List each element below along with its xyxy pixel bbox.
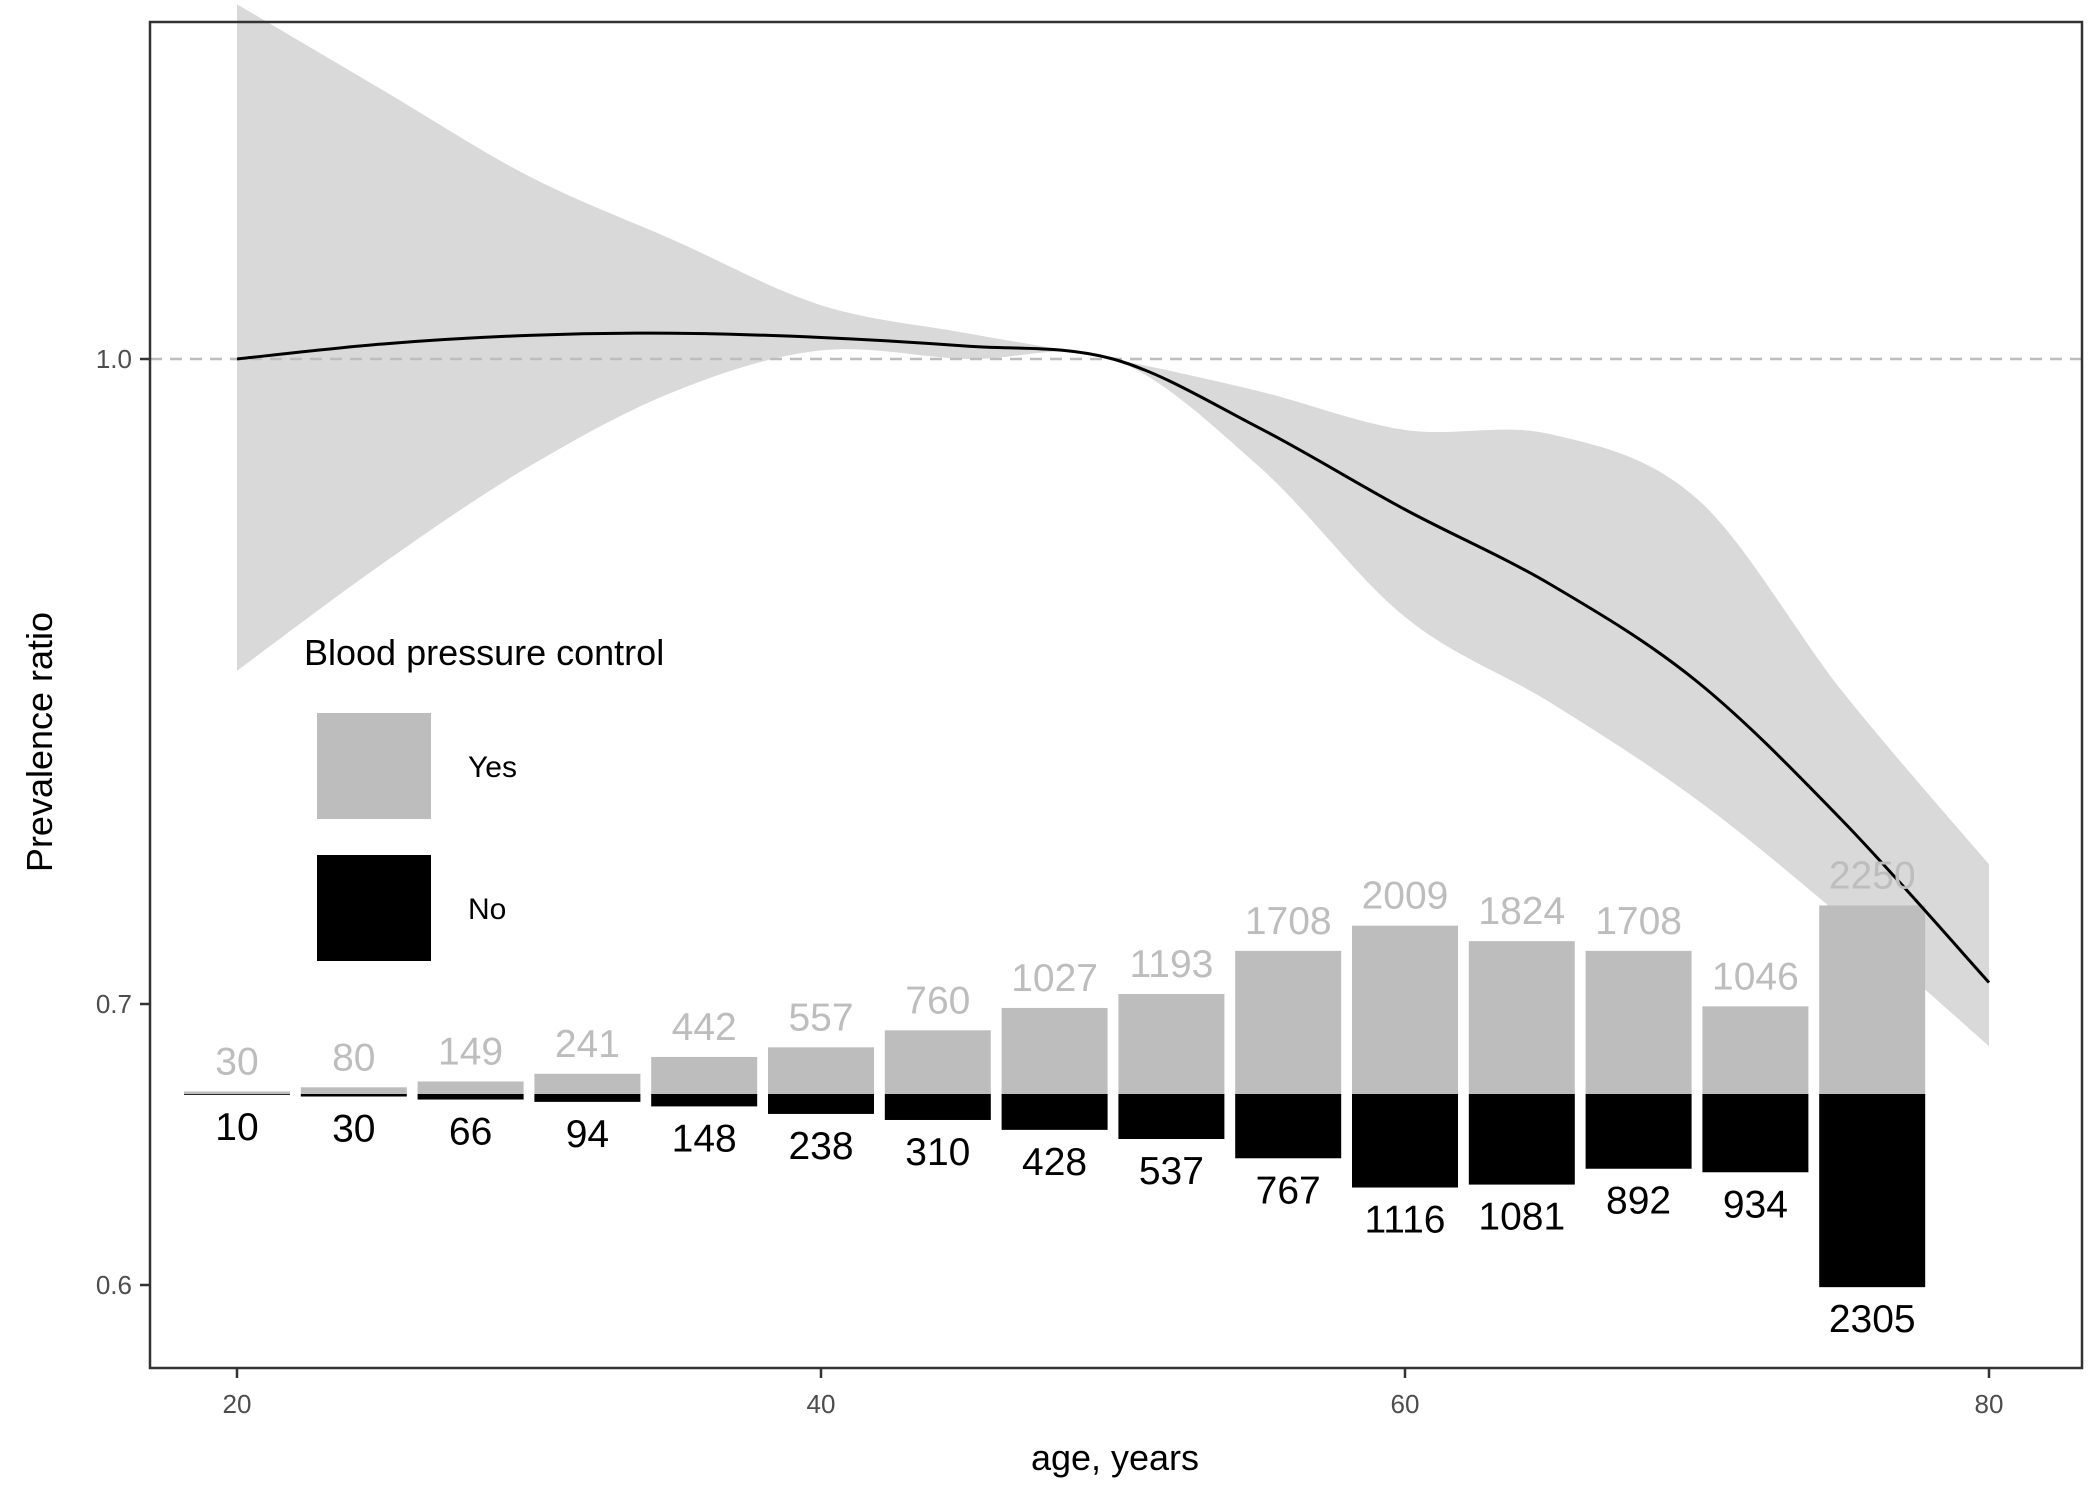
confidence-band [237, 4, 1989, 1047]
curve-line [236, 331, 1991, 984]
bar-label-no: 10 [215, 1106, 258, 1149]
bar-no [1118, 1094, 1225, 1140]
bar-label-no: 2305 [1829, 1298, 1916, 1341]
bar-no [417, 1094, 524, 1100]
bars-layer [184, 905, 1926, 1288]
bar-label-no: 537 [1139, 1150, 1204, 1193]
bar-label-yes: 557 [788, 996, 853, 1039]
axes-layer: 20 40 60 80 0.6 0.7 1.0 [96, 20, 2084, 1419]
bar-label-no: 934 [1723, 1183, 1788, 1226]
bar-no [1235, 1094, 1342, 1159]
bar-yes [300, 1087, 407, 1094]
bar-labels-layer: 30 10 80 30 149 66 241 94 442 148 557 238 760 310 1027… [215, 854, 1915, 1341]
bar-label-no: 892 [1606, 1180, 1671, 1223]
curve-layer [236, 331, 1991, 984]
bar-yes [417, 1081, 524, 1094]
bar-label-yes: 1027 [1011, 957, 1098, 1000]
bar-label-no: 767 [1256, 1169, 1321, 1212]
bar-no [1352, 1094, 1458, 1188]
bar-label-no: 66 [449, 1111, 492, 1154]
y-tick-label: 0.7 [96, 989, 132, 1019]
bar-label-yes: 241 [555, 1023, 620, 1066]
bar-label-no: 238 [788, 1125, 853, 1168]
bar-label-yes: 30 [215, 1040, 258, 1083]
bar-label-yes: 760 [905, 979, 970, 1022]
confidence-band-layer [237, 4, 1989, 1047]
x-tick-label: 80 [1975, 1389, 2004, 1419]
bar-yes [534, 1073, 641, 1094]
bar-yes [1235, 950, 1342, 1094]
bar-yes [1352, 925, 1458, 1094]
legend-no-label: No [468, 893, 506, 926]
bar-label-no: 148 [672, 1117, 737, 1160]
bar-label-no: 310 [905, 1131, 970, 1174]
x-tick-label: 40 [807, 1389, 836, 1419]
bar-label-yes: 1708 [1245, 900, 1332, 943]
bar-label-no: 1081 [1478, 1196, 1565, 1239]
legend-yes-label: Yes [468, 751, 517, 784]
bar-yes [651, 1056, 758, 1094]
bar-yes [1468, 941, 1575, 1094]
bar-yes [1001, 1007, 1108, 1094]
bar-no [534, 1094, 641, 1102]
bar-yes [184, 1091, 290, 1094]
legend-title: Blood pressure control [304, 632, 664, 673]
bar-label-yes: 2250 [1829, 854, 1916, 897]
legend-yes-swatch [317, 713, 431, 819]
bar-label-yes: 442 [672, 1006, 737, 1049]
bar-yes [1702, 1006, 1809, 1094]
bar-label-yes: 1708 [1595, 900, 1682, 943]
bar-no [300, 1094, 407, 1097]
bar-no [1001, 1094, 1108, 1130]
bar-yes [1819, 905, 1926, 1094]
bar-no [768, 1094, 874, 1114]
y-tick-label: 0.6 [96, 1270, 132, 1300]
bar-label-yes: 1046 [1712, 955, 1799, 998]
bar-yes [768, 1047, 874, 1094]
legend: Blood pressure control Yes No [304, 632, 664, 961]
bar-label-yes: 1824 [1478, 890, 1565, 933]
bar-yes [884, 1030, 991, 1094]
y-tick-label: 1.0 [96, 344, 132, 374]
x-tick-label: 20 [223, 1389, 252, 1419]
bar-label-no: 94 [566, 1113, 609, 1156]
bar-no [651, 1094, 758, 1107]
bar-no [1702, 1094, 1809, 1173]
bar-label-no: 30 [332, 1108, 375, 1151]
x-tick-label: 60 [1391, 1389, 1420, 1419]
bar-label-yes: 149 [438, 1031, 503, 1074]
bar-no [184, 1094, 290, 1095]
bar-label-yes: 1193 [1129, 943, 1213, 986]
panel-border [148, 20, 2084, 1370]
x-axis-title: age, years [1031, 1437, 1199, 1478]
bar-label-yes: 80 [332, 1036, 375, 1079]
bar-label-no: 1116 [1365, 1199, 1446, 1242]
bar-yes [1585, 950, 1692, 1094]
bar-no [1585, 1094, 1692, 1169]
bar-no [1819, 1094, 1926, 1288]
bar-no [1468, 1094, 1575, 1185]
bar-no [884, 1094, 991, 1120]
legend-no-swatch [317, 855, 431, 961]
bar-label-yes: 2009 [1362, 875, 1449, 918]
y-axis-title: Prevalence ratio [19, 612, 60, 872]
bar-label-no: 428 [1022, 1141, 1087, 1184]
bar-yes [1118, 994, 1225, 1094]
